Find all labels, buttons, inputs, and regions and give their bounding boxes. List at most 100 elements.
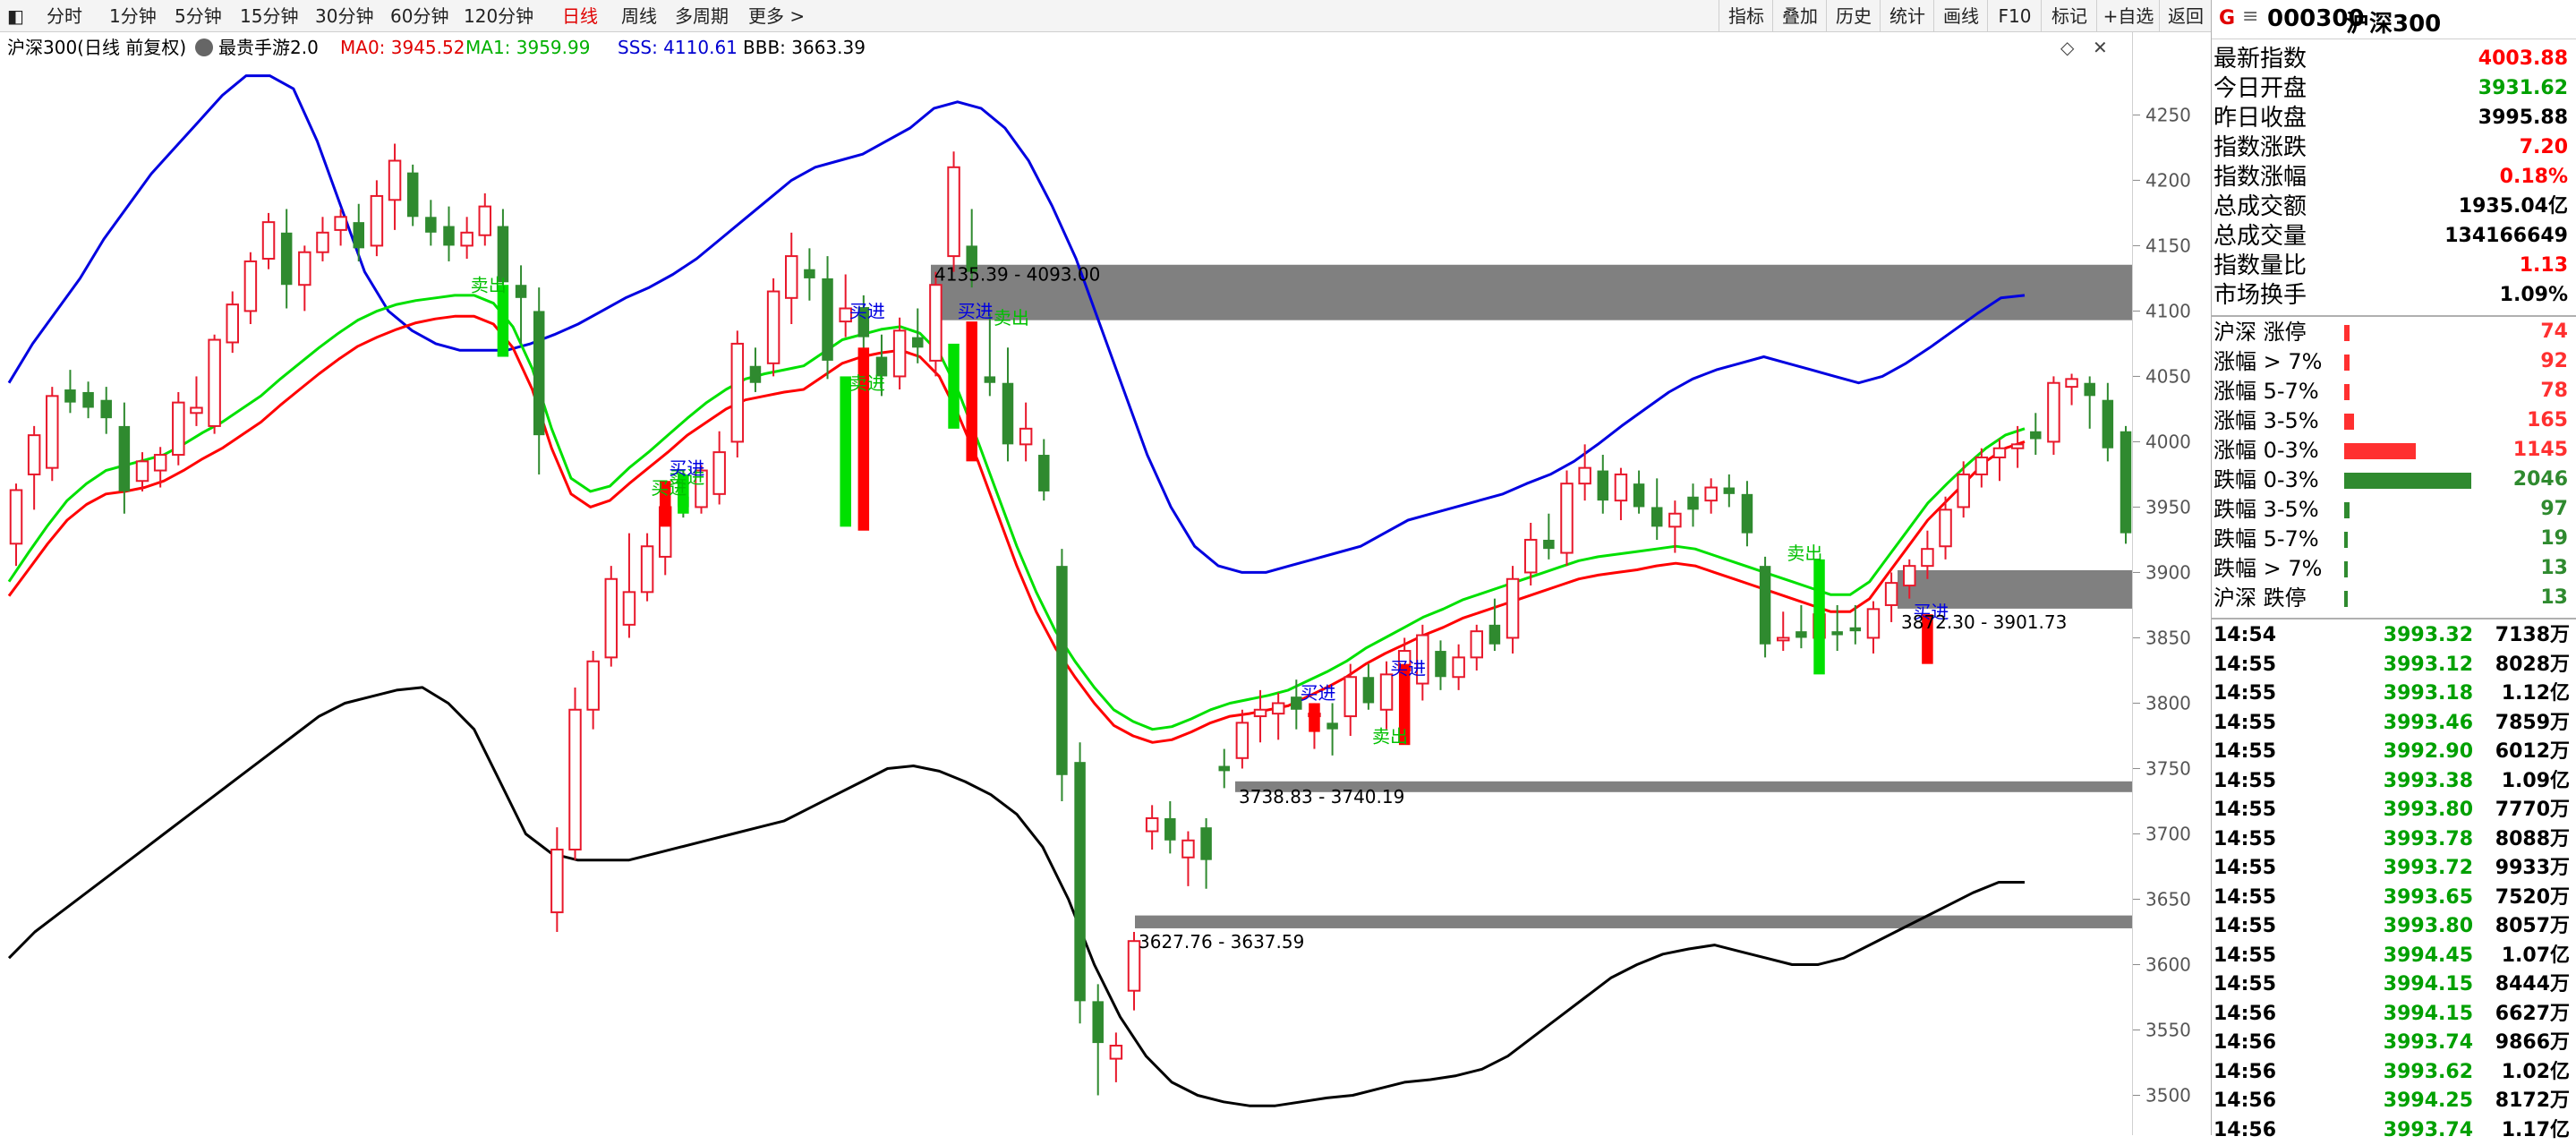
close-icon[interactable]: ✕ bbox=[2093, 37, 2108, 58]
quote-row: 市场换手 1.09% bbox=[2212, 281, 2576, 310]
candle bbox=[1181, 831, 1195, 886]
candle bbox=[425, 200, 437, 246]
candle bbox=[1127, 931, 1141, 1011]
toolbar-button[interactable]: +自选 bbox=[2096, 0, 2160, 32]
breadth-label: 沪深 跌停 bbox=[2213, 585, 2307, 611]
tick-volume: 8028万 bbox=[2495, 653, 2570, 676]
tick-volume: 9933万 bbox=[2495, 857, 2570, 879]
toolbar-button[interactable]: 返回 bbox=[2159, 0, 2212, 32]
toolbar-button[interactable]: 画线 bbox=[1933, 0, 1988, 32]
timeframe-tab[interactable]: 更多 > bbox=[748, 5, 806, 27]
breadth-bar bbox=[2344, 473, 2471, 489]
candle bbox=[766, 278, 780, 377]
signal-label: 卖出 bbox=[471, 275, 507, 296]
candle bbox=[1092, 984, 1104, 1096]
candle bbox=[2047, 376, 2060, 456]
breadth-label: 跌幅 0-3% bbox=[2213, 467, 2319, 492]
breadth-count: 19 bbox=[2540, 527, 2568, 550]
breadth-row: 沪深 跌停 13 bbox=[2212, 584, 2576, 612]
quote-label: 昨日收盘 bbox=[2213, 105, 2307, 132]
g-badge-icon[interactable]: G bbox=[2219, 7, 2236, 30]
candle bbox=[1759, 556, 1771, 658]
tick-row: 14:55 3993.80 8057万 bbox=[2212, 912, 2576, 941]
timeframe-tab[interactable]: 5分钟 bbox=[175, 5, 222, 27]
timeframe-tab[interactable]: 60分钟 bbox=[390, 5, 449, 27]
candle bbox=[839, 274, 852, 338]
indicator-name[interactable]: 最贵手游2.0 bbox=[218, 37, 319, 58]
y-tick-label: 3800 bbox=[2145, 692, 2191, 713]
hamburger-icon[interactable]: ≡ bbox=[2242, 5, 2259, 28]
tick-volume: 6627万 bbox=[2495, 1002, 2570, 1025]
diamond-icon[interactable]: ◇ bbox=[2060, 37, 2075, 58]
candle bbox=[64, 370, 76, 414]
toolbar-button[interactable]: 历史 bbox=[1826, 0, 1881, 32]
toolbar-button[interactable]: 叠加 bbox=[1772, 0, 1827, 32]
quote-value: 3931.62 bbox=[2478, 77, 2568, 99]
breadth-count: 74 bbox=[2540, 320, 2568, 343]
candle bbox=[533, 287, 545, 474]
breadth-bar bbox=[2344, 532, 2348, 548]
candle bbox=[984, 313, 996, 397]
tick-volume: 7520万 bbox=[2495, 885, 2570, 909]
tick-price: 3993.80 bbox=[2383, 799, 2473, 821]
y-tick-label: 4250 bbox=[2145, 104, 2191, 125]
candle bbox=[1776, 611, 1790, 652]
timeframe-tab[interactable]: 1分钟 bbox=[109, 5, 157, 27]
y-tick-label: 3500 bbox=[2145, 1084, 2191, 1106]
candle bbox=[2102, 382, 2114, 462]
indicator-toggle-icon[interactable] bbox=[195, 38, 213, 56]
timeframe-tab[interactable]: 30分钟 bbox=[315, 5, 374, 27]
quote-label: 指数涨跌 bbox=[2213, 134, 2307, 161]
candle bbox=[100, 387, 112, 434]
tick-price: 3994.45 bbox=[2383, 944, 2473, 967]
candle bbox=[353, 203, 365, 261]
tick-volume: 8172万 bbox=[2495, 1089, 2570, 1112]
candle bbox=[1343, 663, 1357, 736]
timeframe-tab[interactable]: 120分钟 bbox=[464, 5, 534, 27]
breadth-row: 跌幅 0-3% 2046 bbox=[2212, 466, 2576, 494]
toolbar-button[interactable]: F10 bbox=[1987, 0, 2042, 32]
quote-label: 最新指数 bbox=[2213, 46, 2307, 73]
support-zone-bar bbox=[931, 264, 2132, 320]
toolbar-button[interactable]: 标记 bbox=[2041, 0, 2097, 32]
timeframe-tab[interactable]: 周线 bbox=[621, 5, 657, 27]
signal-label: 卖出 bbox=[1787, 543, 1822, 564]
toolbar-button[interactable]: 统计 bbox=[1880, 0, 1934, 32]
candle bbox=[912, 308, 924, 363]
tick-time: 14:55 bbox=[2213, 740, 2277, 763]
candle bbox=[370, 180, 384, 257]
y-tick-label: 3700 bbox=[2145, 823, 2191, 844]
candle bbox=[1218, 748, 1230, 789]
tick-time: 14:55 bbox=[2213, 769, 2277, 792]
ma0-value: MA0: 3945.52 bbox=[340, 37, 465, 58]
signal-bar bbox=[1398, 663, 1411, 746]
timeframe-tab[interactable]: 日线 bbox=[562, 5, 598, 27]
tick-time: 14:55 bbox=[2213, 653, 2277, 676]
y-tick-label: 4150 bbox=[2145, 235, 2191, 256]
candle bbox=[1019, 402, 1033, 462]
timeframe-tab[interactable]: 15分钟 bbox=[240, 5, 299, 27]
candle bbox=[1435, 640, 1446, 690]
breadth-bar bbox=[2344, 414, 2354, 430]
tick-time: 14:55 bbox=[2213, 915, 2277, 937]
timeframe-tab[interactable]: 分时 bbox=[47, 5, 82, 27]
tick-volume: 1.17亿 bbox=[2501, 1118, 2570, 1141]
candle bbox=[1271, 692, 1285, 740]
candle bbox=[135, 452, 149, 491]
toolbar-button[interactable]: 指标 bbox=[1719, 0, 1773, 32]
candle bbox=[172, 391, 185, 466]
signal-label: 买进 bbox=[849, 301, 885, 322]
breadth-label: 涨幅 5-7% bbox=[2213, 379, 2319, 404]
breadth-count: 92 bbox=[2540, 350, 2568, 372]
breadth-label: 沪深 涨停 bbox=[2213, 320, 2307, 345]
menu-icon[interactable]: ◧ bbox=[7, 5, 24, 27]
quote-label: 总成交额 bbox=[2213, 193, 2307, 220]
candle bbox=[82, 381, 94, 419]
zone-label: 3872.30 - 3901.73 bbox=[1901, 611, 2067, 633]
breadth-count: 78 bbox=[2540, 380, 2568, 402]
timeframe-tab[interactable]: 多周期 bbox=[675, 5, 729, 27]
candle bbox=[1416, 624, 1429, 701]
candle bbox=[604, 566, 618, 667]
zone-label: 3627.76 - 3637.59 bbox=[1139, 931, 1304, 953]
